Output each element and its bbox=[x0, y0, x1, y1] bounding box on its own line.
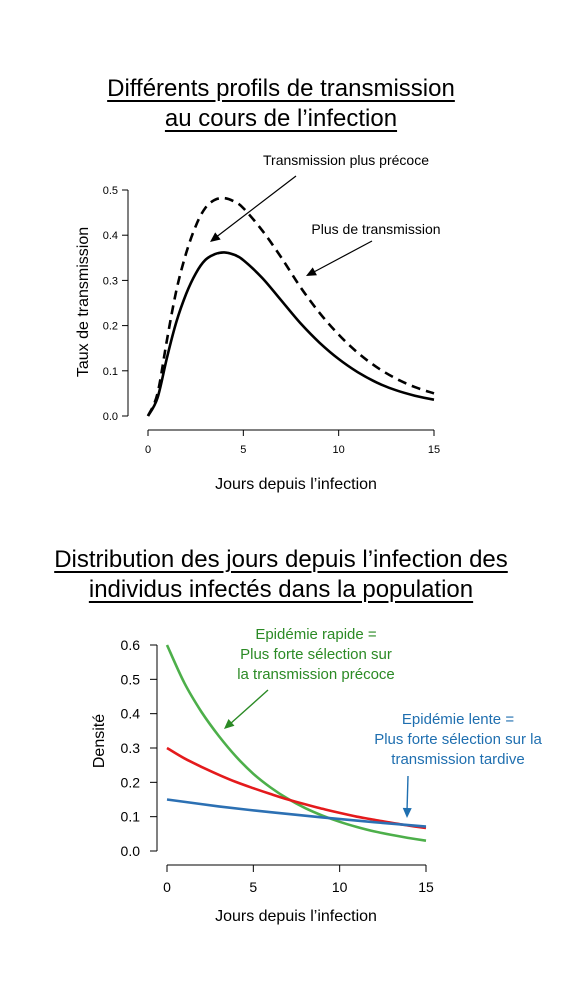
chart1-x-tick-label: 5 bbox=[240, 444, 246, 456]
chart2-annotation-slow-line: transmission tardive bbox=[391, 751, 524, 768]
chart2-x-axis-label: Jours depuis l’infection bbox=[215, 908, 377, 925]
chart1-arrow-more-line bbox=[311, 240, 373, 274]
chart1-arrow-earlier-line bbox=[214, 175, 297, 239]
chart1-x-tick-label: 15 bbox=[428, 444, 440, 456]
chart1-series-dashed-line bbox=[146, 196, 435, 417]
chart2-x-tick-label: 10 bbox=[332, 879, 348, 895]
chart2-annotation-fast-line: Epidémie rapide = bbox=[255, 626, 377, 643]
chart2-y-tick-label: 0.3 bbox=[121, 740, 141, 756]
chart1-series-solid-line bbox=[146, 251, 435, 417]
chart2-annotation-slow-line: Plus forte sélection sur la bbox=[374, 731, 542, 748]
transmission-profile-chart: 0.0 0.1 0.2 0.3 0.4 0.5 0 5 10 15 Jours depuis l’i… bbox=[75, 152, 441, 493]
chart1-annotation-more: Plus de transmission bbox=[311, 221, 440, 237]
chart2-title: Distribution des jours depuis l’infectio… bbox=[0, 545, 562, 605]
chart2-arrow-fast-head bbox=[224, 718, 235, 729]
chart2-x-tick-label: 15 bbox=[418, 879, 434, 895]
chart1-y-tick-label: 0.0 bbox=[103, 411, 118, 423]
chart1-title: Différents profils de transmission au co… bbox=[0, 74, 562, 134]
chart1-y-tick-label: 0.1 bbox=[103, 366, 118, 378]
chart2-y-tick-label: 0.2 bbox=[121, 774, 141, 790]
chart2-y-tick-label: 0.0 bbox=[121, 843, 141, 859]
chart1-y-tick-label: 0.5 bbox=[103, 185, 118, 197]
chart2-y-tick-label: 0.6 bbox=[121, 637, 141, 653]
chart2-series-fast-green bbox=[165, 644, 427, 842]
chart1-arrow-more-head bbox=[306, 267, 317, 276]
chart2-x-tick-label: 5 bbox=[249, 879, 257, 895]
chart2-series-slow-blue bbox=[166, 798, 427, 828]
chart1-y-tick-label: 0.2 bbox=[103, 321, 118, 333]
chart1-title-line-2: au cours de l’infection bbox=[164, 105, 398, 132]
chart2-y-axis-label: Densité bbox=[91, 714, 108, 768]
chart1-arrow-earlier-head bbox=[210, 232, 221, 242]
chart2-arrow-slow-line bbox=[406, 775, 409, 812]
chart2-title-line-2: individus infectés dans la population bbox=[88, 576, 474, 603]
chart2-series-red bbox=[166, 746, 427, 830]
chart1-x-tick-label: 0 bbox=[145, 444, 151, 456]
chart2-y-tick-label: 0.1 bbox=[121, 809, 141, 825]
chart1-title-line-1: Différents profils de transmission bbox=[107, 75, 455, 102]
chart2-arrow-fast-line bbox=[229, 689, 269, 725]
chart2-annotation-fast-line: la transmission précoce bbox=[237, 666, 395, 683]
chart2-annotation-slow-line: Epidémie lente = bbox=[402, 711, 514, 728]
chart2-x-tick-label: 0 bbox=[163, 879, 171, 895]
chart1-x-tick-label: 10 bbox=[333, 444, 345, 456]
chart1-y-tick-label: 0.4 bbox=[103, 230, 118, 242]
chart2-y-tick-label: 0.4 bbox=[121, 706, 141, 722]
chart2-y-tick-label: 0.5 bbox=[121, 671, 141, 687]
chart1-y-tick-label: 0.3 bbox=[103, 275, 118, 287]
chart2-title-line-1: Distribution des jours depuis l’infectio… bbox=[54, 546, 508, 573]
chart2-annotation-fast-line: Plus forte sélection sur bbox=[240, 646, 392, 663]
chart1-annotation-earlier: Transmission plus précoce bbox=[263, 152, 429, 168]
chart1-y-axis-label: Taux de transmission bbox=[75, 227, 92, 377]
chart2-arrow-slow-head bbox=[402, 807, 412, 818]
chart1-x-axis-label: Jours depuis l’infection bbox=[215, 476, 377, 493]
